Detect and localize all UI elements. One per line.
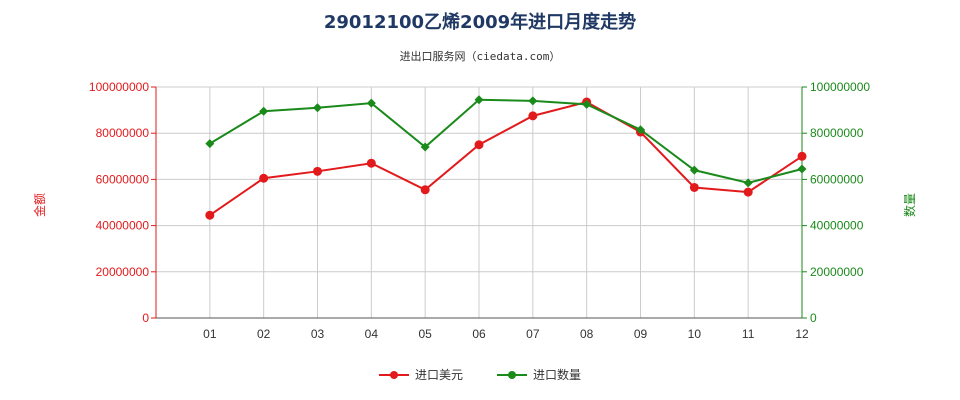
legend-item-import-usd[interactable]: 进口美元 — [378, 366, 463, 383]
y-right-tick-label: 20000000 — [810, 265, 864, 279]
data-point-import-qty — [743, 178, 753, 188]
data-point-import-usd — [205, 210, 215, 220]
x-tick-label: 07 — [526, 327, 540, 341]
y-left-tick-label: 80000000 — [96, 126, 150, 140]
data-point-import-qty — [313, 103, 322, 113]
x-tick-label: 08 — [580, 327, 594, 341]
data-point-import-qty — [528, 96, 538, 106]
series-line-import-qty — [209, 98, 803, 184]
x-tick-label: 12 — [795, 327, 809, 341]
data-point-import-usd — [420, 185, 430, 195]
data-point-import-qty — [205, 139, 215, 149]
chart-legend: 进口美元 进口数量 — [0, 366, 960, 383]
data-point-import-usd — [528, 111, 538, 121]
data-point-import-usd — [474, 140, 484, 150]
y-left-tick-label: 20000000 — [96, 265, 150, 279]
x-tick-label: 01 — [203, 327, 217, 341]
data-point-import-qty — [474, 95, 484, 105]
x-tick-label: 05 — [418, 327, 432, 341]
data-point-import-usd — [259, 173, 269, 183]
y-left-tick-label: 40000000 — [96, 219, 150, 233]
x-tick-label: 11 — [742, 327, 755, 341]
data-point-import-usd — [689, 182, 699, 192]
chart-subtitle: 进出口服务网（ciedata.com） — [399, 50, 561, 63]
x-tick-label: 10 — [688, 327, 702, 341]
y-left-tick-label: 60000000 — [96, 172, 150, 186]
x-tick-label: 03 — [311, 327, 325, 341]
x-tick-label: 02 — [257, 327, 271, 341]
chart-title: 29012100乙烯2009年进口月度走势 — [323, 12, 637, 33]
data-point-import-usd — [313, 166, 322, 176]
data-point-import-usd — [743, 187, 753, 197]
data-point-import-qty — [259, 106, 269, 116]
legend-label-import-qty: 进口数量 — [533, 368, 582, 382]
x-tick-label: 04 — [365, 327, 379, 341]
data-point-import-qty — [797, 164, 807, 174]
legend-item-import-qty[interactable]: 进口数量 — [497, 366, 581, 383]
legend-swatch-import-usd — [378, 369, 409, 381]
data-point-import-usd — [797, 151, 807, 161]
y-right-tick-label: 80000000 — [810, 126, 864, 140]
data-point-import-qty — [366, 98, 376, 108]
x-tick-label: 06 — [472, 327, 486, 341]
data-point-import-qty — [420, 142, 430, 152]
y-left-axis-title: 金额 — [32, 193, 47, 217]
y-right-tick-label: 0 — [810, 311, 817, 325]
data-point-import-qty — [636, 125, 645, 135]
data-point-import-qty — [689, 165, 699, 175]
legend-label-import-usd: 进口美元 — [414, 368, 463, 382]
x-tick-label: 09 — [634, 327, 648, 341]
y-right-tick-label: 60000000 — [810, 172, 864, 186]
data-point-import-usd — [366, 158, 376, 168]
y-right-tick-label: 100000000 — [810, 80, 870, 94]
y-right-axis-title: 数量 — [902, 193, 917, 217]
y-right-tick-label: 40000000 — [810, 219, 864, 233]
data-point-import-qty — [582, 99, 592, 109]
y-left-tick-label: 0 — [142, 311, 149, 325]
legend-swatch-import-qty — [497, 369, 527, 381]
y-left-tick-label: 100000000 — [89, 80, 149, 94]
series-line-import-usd — [209, 100, 803, 217]
